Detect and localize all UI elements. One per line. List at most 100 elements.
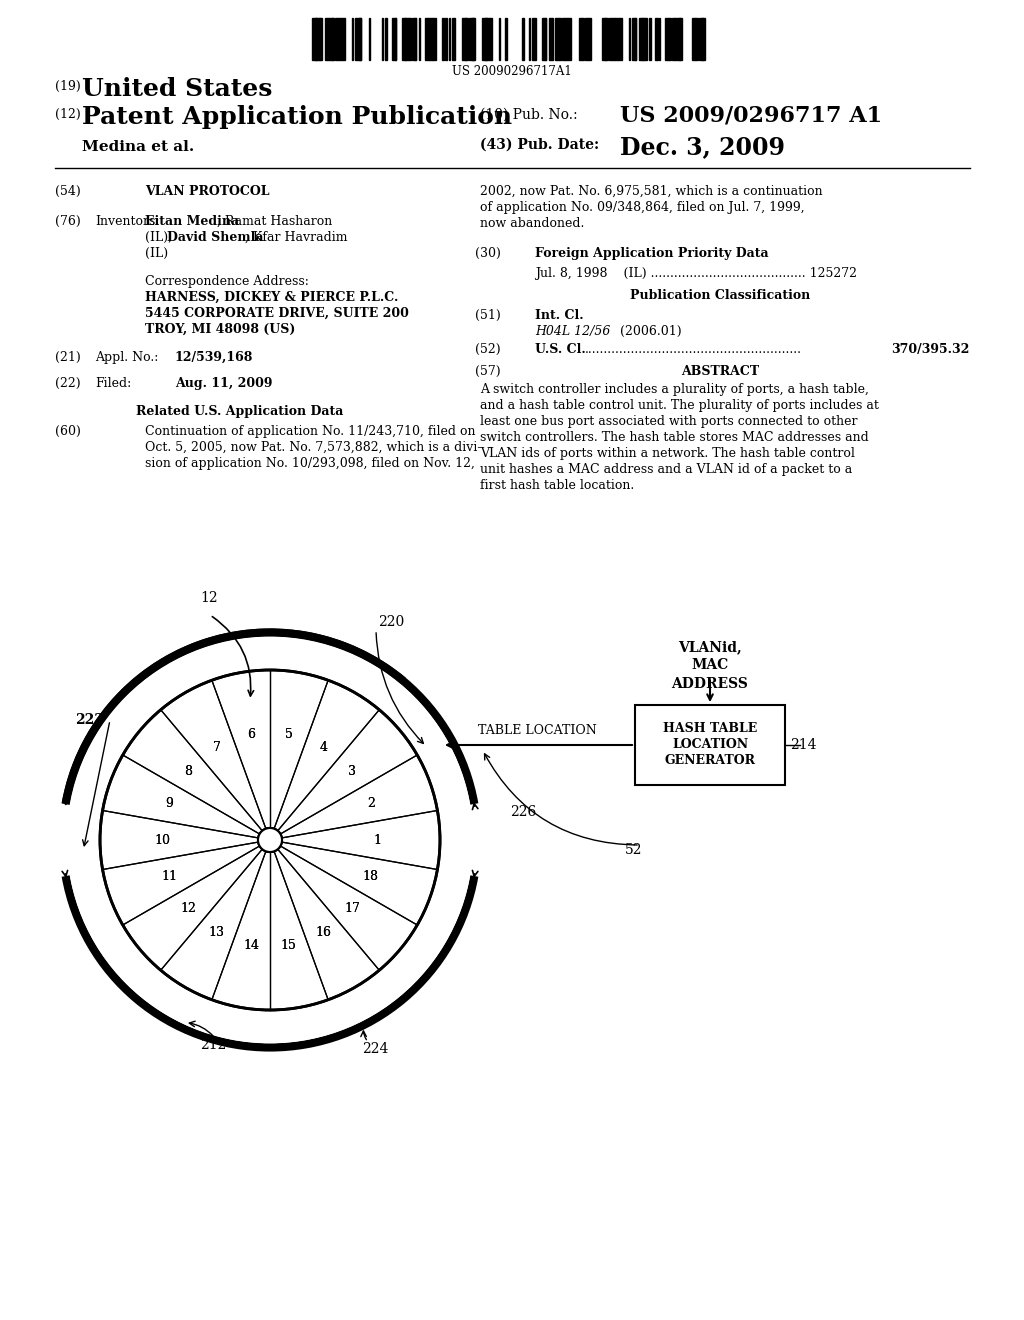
Bar bbox=[632, 18, 636, 59]
Bar bbox=[505, 18, 507, 59]
Bar bbox=[472, 18, 475, 59]
Bar bbox=[329, 18, 333, 59]
Bar bbox=[445, 18, 447, 59]
Bar bbox=[485, 18, 492, 59]
Bar bbox=[332, 18, 334, 59]
Text: now abandoned.: now abandoned. bbox=[480, 216, 585, 230]
Text: 12: 12 bbox=[200, 591, 218, 605]
Bar bbox=[462, 18, 466, 59]
Bar bbox=[312, 18, 317, 59]
Text: (57): (57) bbox=[475, 366, 501, 378]
Text: (43) Pub. Date:: (43) Pub. Date: bbox=[480, 139, 599, 152]
Bar bbox=[698, 18, 702, 59]
Bar bbox=[702, 18, 705, 59]
Text: Inventors:: Inventors: bbox=[95, 215, 160, 228]
Text: US 2009/0296717 A1: US 2009/0296717 A1 bbox=[620, 106, 882, 127]
Bar bbox=[635, 705, 785, 785]
Text: David Shemla: David Shemla bbox=[167, 231, 263, 244]
Text: Patent Application Publication: Patent Application Publication bbox=[82, 106, 512, 129]
Text: 212: 212 bbox=[200, 1038, 226, 1052]
Text: (54): (54) bbox=[55, 185, 81, 198]
Bar bbox=[549, 18, 553, 59]
Text: 12/539,168: 12/539,168 bbox=[175, 351, 253, 364]
Text: 4: 4 bbox=[319, 741, 328, 754]
Bar bbox=[602, 18, 606, 59]
Text: 8: 8 bbox=[184, 764, 191, 777]
Text: switch controllers. The hash table stores MAC addresses and: switch controllers. The hash table store… bbox=[480, 432, 868, 444]
Circle shape bbox=[67, 636, 473, 1043]
Text: United States: United States bbox=[82, 77, 272, 102]
Bar bbox=[392, 18, 396, 59]
Bar bbox=[608, 18, 615, 59]
Text: 15: 15 bbox=[281, 939, 297, 952]
Bar bbox=[555, 18, 561, 59]
Bar bbox=[425, 18, 432, 59]
Bar bbox=[409, 18, 412, 59]
Bar bbox=[385, 18, 387, 59]
Text: ABSTRACT: ABSTRACT bbox=[681, 366, 759, 378]
Text: (21): (21) bbox=[55, 351, 81, 364]
Circle shape bbox=[258, 828, 282, 851]
Text: 7: 7 bbox=[213, 741, 220, 754]
Text: 2: 2 bbox=[367, 797, 375, 810]
Text: 10: 10 bbox=[155, 833, 171, 846]
Text: Appl. No.:: Appl. No.: bbox=[95, 351, 159, 364]
Text: 11: 11 bbox=[162, 870, 177, 883]
Text: Dec. 3, 2009: Dec. 3, 2009 bbox=[620, 135, 785, 158]
Text: 14: 14 bbox=[244, 939, 259, 952]
Text: 8: 8 bbox=[184, 764, 191, 777]
Text: 52: 52 bbox=[625, 843, 642, 857]
Bar bbox=[412, 18, 416, 59]
Text: 5: 5 bbox=[285, 729, 293, 741]
Text: 16: 16 bbox=[315, 927, 332, 940]
Text: 10: 10 bbox=[155, 833, 171, 846]
Bar bbox=[452, 18, 455, 59]
Text: 214: 214 bbox=[790, 738, 816, 752]
Bar bbox=[355, 18, 360, 59]
Text: first hash table location.: first hash table location. bbox=[480, 479, 634, 492]
Text: unit hashes a MAC address and a VLAN id of a packet to a: unit hashes a MAC address and a VLAN id … bbox=[480, 463, 852, 477]
Text: 4: 4 bbox=[319, 741, 328, 754]
Bar bbox=[335, 18, 339, 59]
Text: least one bus port associated with ports connected to other: least one bus port associated with ports… bbox=[480, 414, 857, 428]
Bar bbox=[655, 18, 658, 59]
Text: Int. Cl.: Int. Cl. bbox=[535, 309, 584, 322]
Text: 18: 18 bbox=[362, 870, 379, 883]
Text: , Kfar Havradim: , Kfar Havradim bbox=[245, 231, 347, 244]
Bar bbox=[648, 18, 651, 59]
Bar bbox=[482, 18, 487, 59]
Bar bbox=[326, 18, 330, 59]
Text: (12): (12) bbox=[55, 108, 81, 121]
Text: 15: 15 bbox=[281, 939, 297, 952]
Bar bbox=[562, 18, 564, 59]
Bar bbox=[676, 18, 682, 59]
Text: 16: 16 bbox=[315, 927, 332, 940]
Text: 7: 7 bbox=[213, 741, 220, 754]
Bar bbox=[605, 18, 608, 59]
Text: HARNESS, DICKEY & PIERCE P.L.C.: HARNESS, DICKEY & PIERCE P.L.C. bbox=[145, 290, 398, 304]
Text: 13: 13 bbox=[209, 927, 224, 940]
Bar bbox=[402, 18, 409, 59]
Text: Jul. 8, 1998    (IL) ........................................ 125272: Jul. 8, 1998 (IL) ......................… bbox=[535, 267, 857, 280]
Text: 6: 6 bbox=[248, 729, 255, 741]
Bar bbox=[442, 18, 443, 59]
Bar bbox=[499, 18, 501, 59]
Text: (60): (60) bbox=[55, 425, 81, 438]
Text: 226: 226 bbox=[510, 805, 537, 818]
Text: ........................................................: ........................................… bbox=[585, 343, 802, 356]
Bar bbox=[432, 18, 436, 59]
Text: TROY, MI 48098 (US): TROY, MI 48098 (US) bbox=[145, 323, 295, 337]
Text: U.S. Cl.: U.S. Cl. bbox=[535, 343, 586, 356]
Text: 224: 224 bbox=[362, 1041, 388, 1056]
Bar bbox=[419, 18, 420, 59]
Text: Related U.S. Application Data: Related U.S. Application Data bbox=[136, 405, 344, 418]
Bar bbox=[672, 18, 675, 59]
Text: Oct. 5, 2005, now Pat. No. 7,573,882, which is a divi-: Oct. 5, 2005, now Pat. No. 7,573,882, wh… bbox=[145, 441, 481, 454]
Text: 222: 222 bbox=[75, 713, 103, 727]
Text: Aug. 11, 2009: Aug. 11, 2009 bbox=[175, 378, 272, 389]
Text: H04L 12/56: H04L 12/56 bbox=[535, 325, 610, 338]
Text: 1: 1 bbox=[373, 833, 381, 846]
Bar bbox=[669, 18, 672, 59]
Text: VLAN ids of ports within a network. The hash table control: VLAN ids of ports within a network. The … bbox=[480, 447, 855, 459]
Bar bbox=[469, 18, 474, 59]
